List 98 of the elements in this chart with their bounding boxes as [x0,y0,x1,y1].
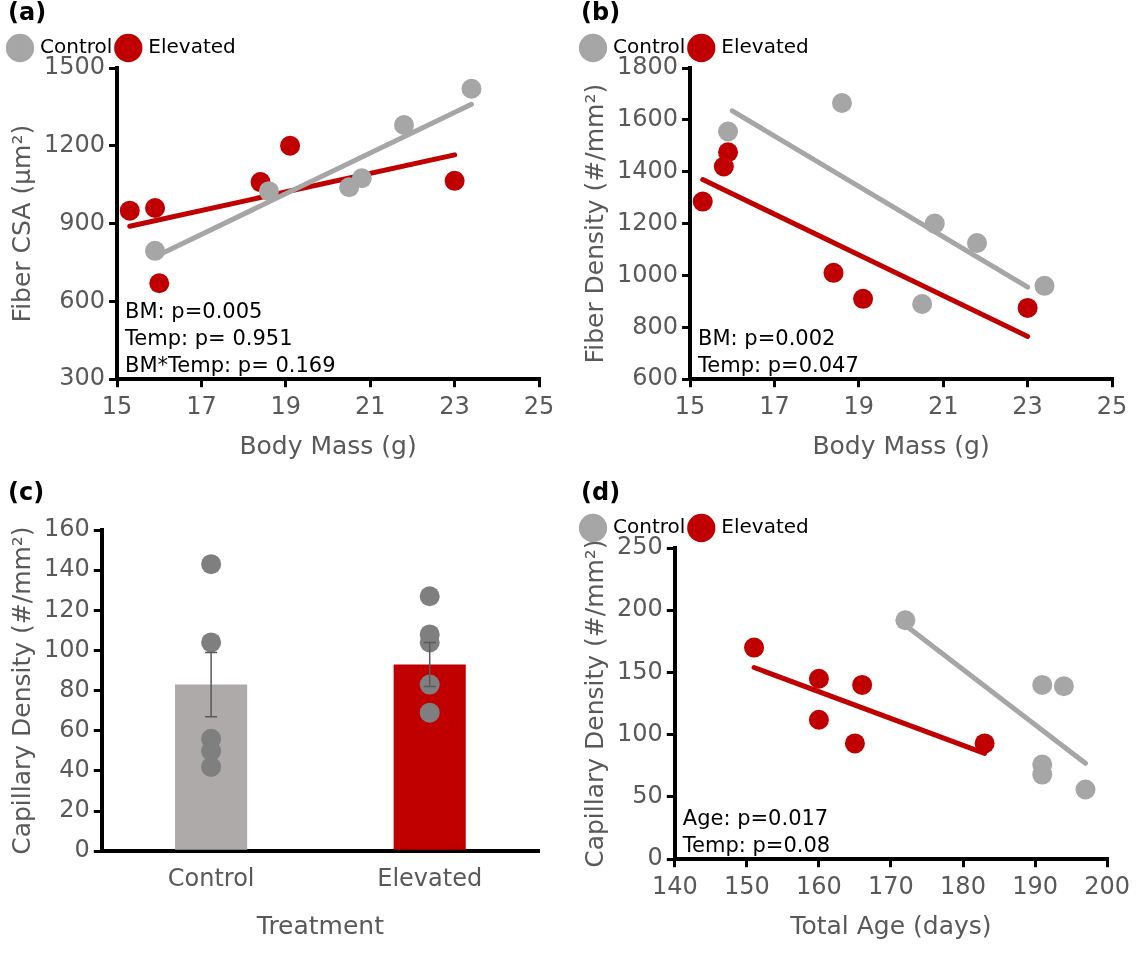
y-tick-label: 20 [59,795,90,824]
x-tick-label: 21 [927,391,959,420]
point [119,200,140,221]
point [808,668,829,689]
point [444,170,465,191]
x-tick-label: Control [167,863,255,892]
y-axis-title: Capillary Density (#/mm²) [6,526,36,855]
y-tick-label: 1200 [44,130,106,159]
x-tick-label: 15 [674,391,706,420]
x-tick-label: 200 [1084,871,1130,900]
point [966,233,987,254]
point [145,240,166,261]
point [718,121,739,142]
point [351,168,372,189]
y-tick-label: 100 [617,718,663,747]
point [912,293,933,314]
chart-title: (d) [581,478,621,507]
x-axis-title: Body Mass (g) [239,430,417,460]
point [280,135,301,156]
x-tick-label: 19 [843,391,875,420]
x-tick-label: 190 [1012,871,1058,900]
legend-label: Elevated [148,34,236,59]
annotation: Temp: p=0.08 [681,833,831,858]
x-tick-label: 160 [796,871,842,900]
y-tick-label: 50 [632,781,663,810]
x-tick-label: 25 [1096,391,1128,420]
y-tick-label: 60 [59,714,90,743]
point [718,142,739,163]
x-tick-label: 15 [101,391,133,420]
x-axis-title: Body Mass (g) [812,430,990,460]
point [974,733,995,754]
x-tick-label: 170 [868,871,914,900]
y-tick-label: 0 [74,835,90,864]
chart-title: (b) [581,0,621,27]
point [1053,676,1074,697]
y-tick-label: 600 [632,363,679,392]
annotation: BM: p=0.002 [698,326,836,351]
annotation: Age: p=0.017 [682,806,829,831]
legend-label: Elevated [721,34,809,59]
point [149,273,170,294]
annotation: BM*Temp: p= 0.169 [125,353,336,378]
y-tick-label: 160 [44,514,90,543]
point [1075,779,1096,800]
point [744,637,765,658]
y-axis-title: Capillary Density (#/mm²) [579,539,609,868]
x-tick-label: 25 [523,391,555,420]
y-tick-label: 140 [44,554,90,583]
point [924,213,945,234]
point [852,674,873,695]
x-tick-label: 17 [759,391,790,420]
x-tick-label: 180 [940,871,986,900]
point [895,610,916,631]
y-tick-label: 40 [59,755,90,784]
y-tick-label: 120 [44,594,90,623]
y-tick-label: 200 [617,594,663,623]
x-tick-label: 140 [651,871,698,900]
point [1032,674,1053,695]
point [844,733,865,754]
point [393,115,414,136]
y-axis-title: Fiber CSA (µm²) [6,124,36,323]
point [1017,297,1038,318]
x-tick-label: 19 [270,391,302,420]
point [692,191,713,212]
x-axis-title: Treatment [255,910,385,940]
point [823,262,844,283]
x-tick-label: 23 [439,391,470,420]
x-tick-label: 150 [723,871,770,900]
y-tick-label: 150 [617,656,663,685]
y-tick-label: 0 [647,843,663,872]
y-tick-label: 300 [59,363,106,392]
x-tick-label: 21 [354,391,386,420]
y-tick-label: 80 [59,674,90,703]
annotation: BM: p=0.005 [125,299,263,324]
point [1034,275,1055,296]
point [258,181,279,202]
annotation: Temp: p= 0.951 [124,326,293,351]
point [831,93,852,114]
x-tick-label: 23 [1012,391,1043,420]
y-tick-label: 1200 [617,207,679,236]
point [145,198,166,219]
x-tick-label: Elevated [377,863,483,892]
chart-title: (c) [8,478,45,507]
y-tick-label: 100 [44,634,90,663]
y-tick-label: 1600 [617,104,679,133]
legend-label: Elevated [721,514,809,539]
annotation: Temp: p=0.047 [697,353,859,378]
y-tick-label: 900 [59,207,106,236]
point [808,709,829,730]
point [461,78,482,99]
chart-title: (a) [8,0,47,27]
y-axis-title: Fiber Density (#/mm²) [579,83,609,364]
y-tick-label: 600 [59,285,106,314]
y-tick-label: 1000 [617,259,679,288]
x-axis-title: Total Age (days) [789,910,992,940]
y-tick-label: 1400 [617,155,679,184]
y-tick-label: 800 [632,311,679,340]
x-tick-label: 17 [186,391,217,420]
point [853,288,874,309]
